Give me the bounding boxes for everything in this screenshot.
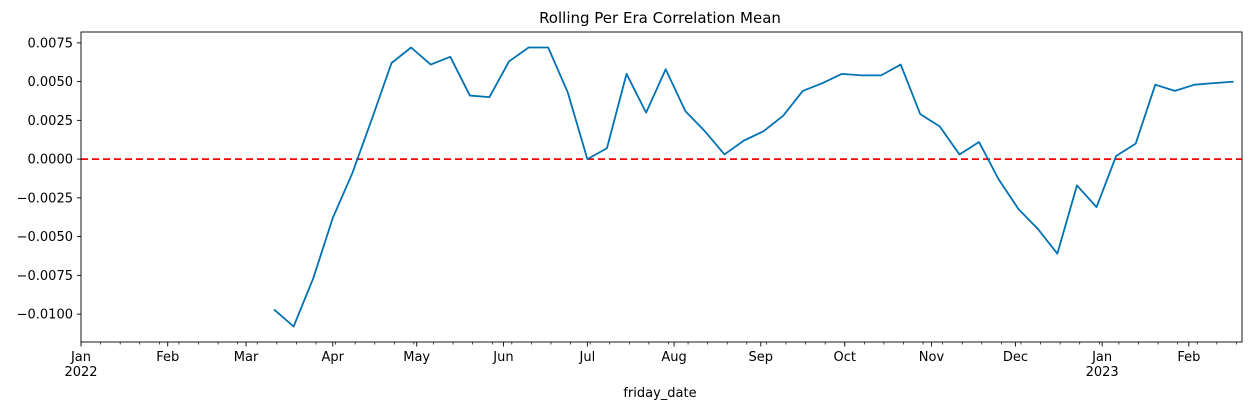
x-tick-label: Sep xyxy=(749,350,774,365)
y-tick-label: 0.0000 xyxy=(28,153,74,168)
x-tick-label: Oct xyxy=(834,350,856,365)
x-tick-label: Feb xyxy=(156,350,179,365)
series-line-0 xyxy=(273,46,1234,328)
x-tick-label: Jan xyxy=(70,350,91,365)
x-tick-label: Apr xyxy=(322,350,345,365)
y-tick-label: 0.0050 xyxy=(28,75,74,90)
plot-frame xyxy=(80,31,1243,343)
x-tick-label: Nov xyxy=(919,350,945,365)
plot-area: −0.0100 −0.0075 −0.0050 −0.0025 0.0000 0.0025… xyxy=(17,31,1243,380)
x-tick-label: Feb xyxy=(1177,350,1200,365)
x-tick-year-label: 2022 xyxy=(64,365,97,380)
y-tick-label: −0.0025 xyxy=(17,191,73,206)
y-tick-label: −0.0050 xyxy=(17,230,73,245)
y-tick-label: −0.0100 xyxy=(17,308,73,323)
chart-title: Rolling Per Era Correlation Mean xyxy=(539,9,781,27)
x-axis-label: friday_date xyxy=(623,386,696,401)
x-tick-label: Jan xyxy=(1091,350,1112,365)
x-tick-label: May xyxy=(403,350,430,365)
x-tick-label: Jul xyxy=(579,350,596,365)
x-tick-label: Jun xyxy=(492,350,513,365)
x-tick-label: Aug xyxy=(661,350,686,365)
x-tick-label: Dec xyxy=(1003,350,1028,365)
x-tick-label: Mar xyxy=(234,350,259,365)
y-tick-label: 0.0025 xyxy=(28,114,74,129)
y-tick-label: −0.0075 xyxy=(17,269,73,284)
x-tick-year-label: 2023 xyxy=(1086,365,1119,380)
y-tick-label: 0.0075 xyxy=(28,36,74,51)
